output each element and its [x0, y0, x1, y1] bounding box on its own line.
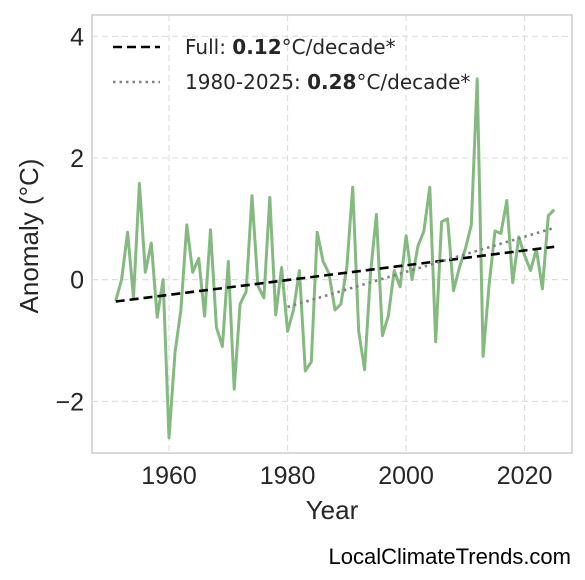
y-tick-label-1: 0	[70, 267, 84, 295]
series-layer	[114, 77, 556, 440]
trend-line-full	[115, 245, 555, 303]
site-watermark: LocalClimateTrends.com	[328, 544, 572, 569]
y-tick-label-3: 4	[70, 23, 84, 51]
trend-line-1980-2025	[287, 226, 555, 309]
legend-label-1980-2025: 1980-2025: 0.28°C/decade*	[185, 70, 470, 94]
x-tick-labels: 1960 1980 2000 2020	[141, 462, 552, 490]
x-axis-label: Year	[306, 495, 359, 525]
x-tick-label-2000: 2000	[378, 462, 434, 490]
x-tick-label-1980: 1980	[260, 462, 316, 490]
legend: Full: 0.12°C/decade* 1980-2025: 0.28°C/d…	[113, 35, 470, 94]
y-tick-labels: −2 0 2 4	[55, 23, 84, 416]
series-line-annual-anomaly	[114, 77, 556, 440]
x-tick-label-2020: 2020	[497, 462, 553, 490]
grid	[92, 15, 572, 453]
y-tick-label-0: −2	[55, 388, 84, 416]
x-tick-label-1960: 1960	[141, 462, 197, 490]
legend-label-full: Full: 0.12°C/decade*	[185, 35, 396, 59]
y-axis-label: Anomaly (°C)	[14, 159, 44, 314]
y-tick-label-2: 2	[70, 145, 84, 173]
